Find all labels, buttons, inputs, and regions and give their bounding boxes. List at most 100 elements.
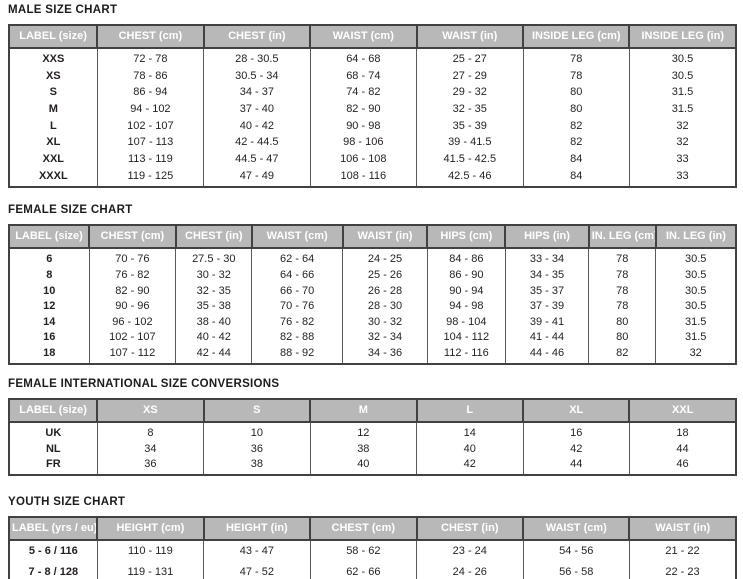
value-cell: 62 - 66 [309, 562, 418, 579]
value-cell: 106 - 108 [309, 151, 418, 168]
value-cell: 41 - 44 [504, 329, 590, 346]
value-cell: 24 - 25 [342, 248, 428, 268]
value-cell: 112 - 116 [426, 345, 506, 364]
row-label-cell: 6 [8, 248, 90, 268]
value-cell: 22 - 23 [628, 562, 737, 579]
row-label-cell: XXXL [8, 167, 98, 188]
value-cell: 21 - 22 [628, 540, 737, 563]
table-row: 5 - 6 / 116 110 - 119 43 - 47 58 - 62 23 - 2… [8, 540, 737, 563]
value-cell: 64 - 68 [309, 48, 418, 68]
value-cell: 90 - 98 [309, 117, 418, 135]
column-header: HIPS (in) [504, 224, 590, 250]
value-cell: 32 [628, 117, 737, 135]
row-label-cell: S [8, 84, 98, 101]
table-row: 12 90 - 96 35 - 38 70 - 76 28 - 30 94 - 98 37 … [8, 298, 737, 314]
female-international-conversions-title: FEMALE INTERNATIONAL SIZE CONVERSIONS [8, 377, 280, 390]
value-cell: 42 [416, 456, 524, 476]
row-label-cell: 14 [8, 313, 90, 330]
value-cell: 70 - 76 [88, 248, 177, 268]
value-cell: 38 - 40 [175, 313, 253, 330]
value-cell: 42 - 44.5 [203, 134, 311, 152]
value-cell: 113 - 119 [96, 151, 205, 168]
value-cell: 31.5 [655, 329, 737, 346]
table-row: NL 34 36 38 40 42 44 [8, 440, 737, 457]
column-header: M [309, 397, 418, 423]
row-label-cell: 12 [8, 298, 90, 314]
value-cell: 27.5 - 30 [175, 248, 253, 268]
value-cell: 40 [416, 440, 524, 457]
value-cell: 42.5 - 46 [416, 167, 524, 188]
column-header: LABEL (size) [7, 24, 99, 49]
table-row: 18 107 - 112 42 - 44 88 - 92 34 - 36 112 - 11… [8, 345, 737, 364]
female-size-chart-title: FEMALE SIZE CHART [8, 204, 133, 217]
header-row: LABEL (yrs / eu) HEIGHT (cm) HEIGHT (in) CH… [7, 516, 737, 542]
value-cell: 40 [309, 456, 418, 476]
row-label-cell: NL [8, 440, 98, 457]
row-label-cell: FR [8, 456, 98, 476]
value-cell: 34 - 36 [342, 345, 428, 364]
value-cell: 104 - 112 [426, 329, 506, 346]
table-row: 16 102 - 107 40 - 42 82 - 88 32 - 34 104 - 11… [8, 329, 737, 346]
column-header: XL [522, 397, 631, 423]
value-cell: 78 [588, 248, 657, 268]
column-header: XXL [628, 397, 737, 423]
value-cell: 31.5 [628, 84, 737, 101]
value-cell: 30 - 32 [342, 313, 428, 330]
table-row: 10 82 - 90 32 - 35 66 - 70 26 - 28 90 - 94 35 … [8, 282, 737, 299]
column-header: LABEL (yrs / eu) [7, 516, 99, 542]
column-header: HEIGHT (in) [202, 516, 312, 542]
table-row: XS 78 - 86 30.5 - 34 68 - 74 27 - 29 78 30.5 [8, 67, 737, 85]
column-header: CHEST (in) [415, 516, 525, 542]
value-cell: 24 - 26 [416, 562, 524, 579]
value-cell: 36 [96, 456, 205, 476]
value-cell: 32 - 34 [342, 329, 428, 346]
value-cell: 30.5 [655, 267, 737, 283]
value-cell: 90 - 96 [88, 298, 177, 314]
value-cell: 64 - 66 [251, 267, 344, 283]
column-header: WAIST (in) [341, 224, 429, 250]
row-label-cell: L [8, 117, 98, 135]
value-cell: 37 - 40 [203, 100, 311, 118]
column-header: LABEL (size) [7, 224, 91, 250]
section-female-size-chart: FEMALE SIZE CHART LABEL (size) CHEST (cm)… [7, 204, 738, 365]
value-cell: 62 - 64 [251, 248, 344, 268]
column-header: CHEST (cm) [88, 224, 177, 250]
value-cell: 58 - 62 [309, 540, 418, 563]
column-header: WAIST (cm) [522, 516, 631, 542]
value-cell: 84 [522, 167, 630, 188]
value-cell: 25 - 26 [342, 267, 428, 283]
value-cell: 18 [628, 421, 737, 441]
value-cell: 14 [416, 421, 524, 441]
value-cell: 32 [655, 345, 737, 364]
value-cell: 94 - 98 [426, 298, 506, 314]
value-cell: 86 - 94 [96, 84, 205, 101]
value-cell: 70 - 76 [251, 298, 344, 314]
table-row: XXL 113 - 119 44.5 - 47 106 - 108 41.5 - 42.… [8, 151, 737, 168]
value-cell: 78 [522, 67, 630, 85]
table-row: XXXL 119 - 125 47 - 49 108 - 116 42.5 - 46 84… [8, 167, 737, 188]
value-cell: 33 [628, 151, 737, 168]
column-header: INSIDE LEG (in) [628, 24, 737, 49]
value-cell: 76 - 82 [88, 267, 177, 283]
value-cell: 32 [628, 134, 737, 152]
value-cell: 44 - 46 [504, 345, 590, 364]
value-cell: 31.5 [655, 313, 737, 330]
row-label-cell: XL [8, 134, 98, 152]
value-cell: 27 - 29 [416, 67, 524, 85]
value-cell: 39 - 41 [504, 313, 590, 330]
value-cell: 54 - 56 [522, 540, 630, 563]
column-header: WAIST (cm) [250, 224, 344, 250]
value-cell: 102 - 107 [88, 329, 177, 346]
value-cell: 78 - 86 [96, 67, 205, 85]
column-header: IN. LEG (cm) [587, 224, 657, 250]
row-label-cell: 7 - 8 / 128 [8, 562, 98, 579]
value-cell: 35 - 39 [416, 117, 524, 135]
value-cell: 30.5 [628, 48, 737, 68]
value-cell: 72 - 78 [96, 48, 205, 68]
value-cell: 47 - 49 [203, 167, 311, 188]
column-header: HIPS (cm) [426, 224, 507, 250]
value-cell: 33 [628, 167, 737, 188]
table-row: 6 70 - 76 27.5 - 30 62 - 64 24 - 25 84 - 86 33… [8, 248, 737, 268]
value-cell: 30.5 [655, 282, 737, 299]
value-cell: 28 - 30.5 [203, 48, 311, 68]
